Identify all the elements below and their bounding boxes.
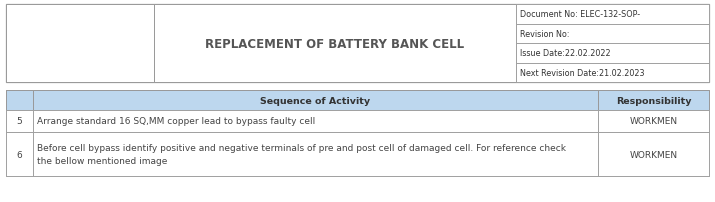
Text: REPLACEMENT OF BATTERY BANK CELL: REPLACEMENT OF BATTERY BANK CELL: [205, 37, 465, 50]
Text: Issue Date:22.02.2022: Issue Date:22.02.2022: [520, 49, 611, 58]
Bar: [516, 24, 709, 44]
Bar: [6, 110, 709, 132]
Text: WORKMEN: WORKMEN: [629, 150, 678, 159]
Bar: [6, 110, 33, 132]
Bar: [6, 90, 709, 110]
Bar: [6, 5, 154, 83]
Bar: [598, 132, 709, 176]
Text: Next Revision Date:21.02.2023: Next Revision Date:21.02.2023: [520, 68, 644, 77]
Text: Revision No:: Revision No:: [520, 30, 570, 39]
Text: Sequence of Activity: Sequence of Activity: [260, 96, 370, 105]
Bar: [33, 110, 598, 132]
Bar: [516, 44, 709, 63]
Bar: [516, 5, 709, 24]
Text: Arrange standard 16 SQ,MM copper lead to bypass faulty cell: Arrange standard 16 SQ,MM copper lead to…: [37, 117, 315, 126]
Bar: [516, 63, 709, 83]
Text: Document No: ELEC-132-SOP-: Document No: ELEC-132-SOP-: [520, 10, 640, 19]
Bar: [598, 90, 709, 110]
Text: 6: 6: [16, 150, 22, 159]
Bar: [6, 132, 33, 176]
Bar: [598, 110, 709, 132]
Bar: [6, 132, 709, 176]
Bar: [154, 5, 516, 83]
Bar: [33, 132, 598, 176]
Text: the bellow mentioned image: the bellow mentioned image: [37, 156, 167, 165]
Bar: [6, 90, 33, 110]
Text: 5: 5: [16, 117, 22, 126]
Text: Responsibility: Responsibility: [616, 96, 691, 105]
Text: WORKMEN: WORKMEN: [629, 117, 678, 126]
Text: Before cell bypass identify positive and negative terminals of pre and post cell: Before cell bypass identify positive and…: [37, 143, 566, 152]
Bar: [33, 90, 598, 110]
Bar: [6, 5, 709, 83]
